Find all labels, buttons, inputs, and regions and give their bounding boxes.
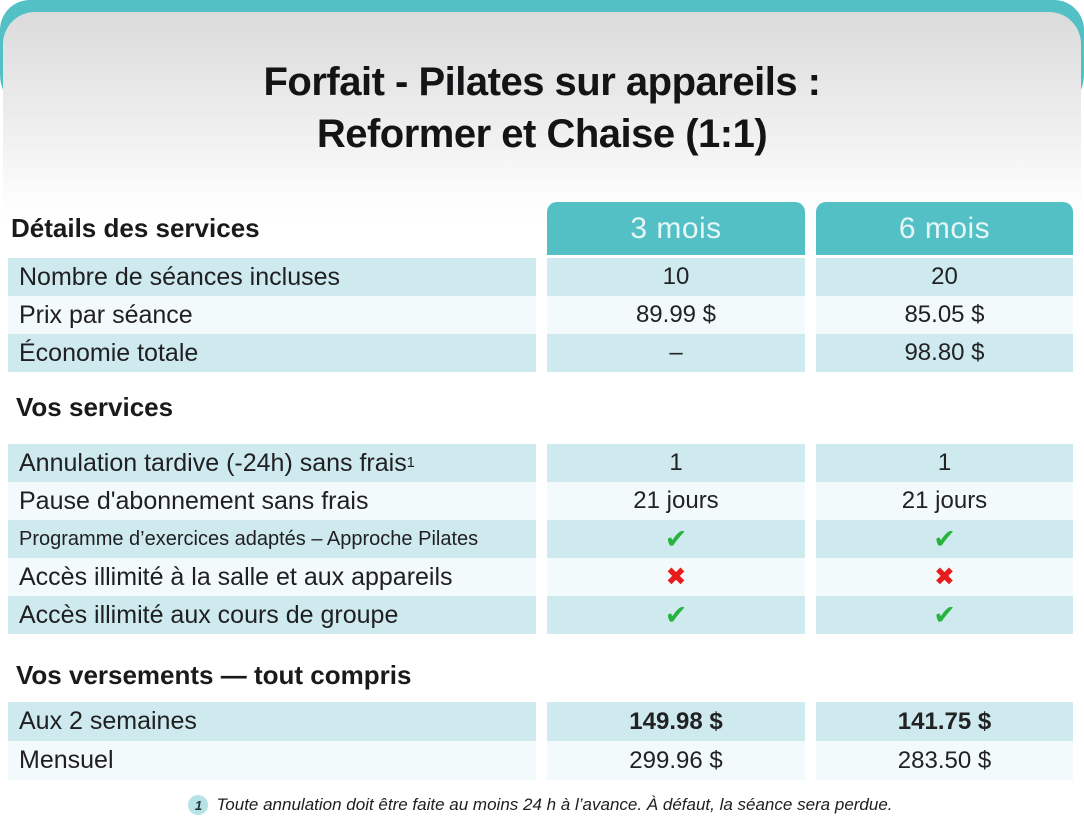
page-title: Forfait - Pilates sur appareils : Reforme… — [13, 56, 1071, 160]
row-label: Pause d'abonnement sans frais — [8, 482, 536, 520]
row-value: ✔ — [816, 596, 1073, 634]
check-icon: ✔ — [933, 523, 956, 554]
row-value: 149.98 $ — [547, 702, 805, 741]
row-value: ✖ — [547, 558, 805, 596]
section-vos-versements: Aux 2 semaines 149.98 $ 141.75 $ Mensuel… — [8, 702, 1073, 780]
row-value: 98.80 $ — [816, 334, 1073, 372]
row-label: Nombre de séances incluses — [8, 258, 536, 296]
footnote-number-badge: 1 — [188, 795, 209, 815]
row-label: Programme d’exercices adaptés – Approche… — [8, 520, 536, 558]
row-label: Prix par séance — [8, 296, 536, 334]
row-value: 21 jours — [816, 482, 1073, 520]
section-heading-details: Détails des services — [11, 213, 260, 243]
row-label-text: Annulation tardive (-24h) sans frais — [19, 448, 407, 477]
section-details-des-services: Détails des services 3 mois 6 mois Nombr… — [8, 202, 1073, 372]
row-value: 1 — [816, 444, 1073, 482]
row-label: Aux 2 semaines — [8, 702, 536, 741]
row-value: 85.05 $ — [816, 296, 1073, 334]
check-icon: ✔ — [933, 599, 956, 630]
row-value: ✔ — [547, 596, 805, 634]
row-value: 89.99 $ — [547, 296, 805, 334]
section-vos-services: Annulation tardive (-24h) sans frais 1 1 … — [8, 444, 1073, 634]
row-label: Accès illimité à la salle et aux apparei… — [8, 558, 536, 596]
pricing-card: Forfait - Pilates sur appareils : Reforme… — [3, 12, 1081, 822]
row-value: ✔ — [547, 520, 805, 558]
page-title-line2: Reformer et Chaise (1:1) — [316, 112, 768, 156]
cross-icon: ✖ — [934, 563, 955, 591]
row-value: ✔ — [816, 520, 1073, 558]
row-label: Mensuel — [8, 741, 536, 780]
column-header-6-mois: 6 mois — [816, 202, 1073, 255]
page-title-line1: Forfait - Pilates sur appareils : — [263, 60, 822, 104]
row-label: Économie totale — [8, 334, 536, 372]
check-icon: ✔ — [664, 523, 688, 554]
footnote: 1 Toute annulation doit être faite au mo… — [8, 795, 1073, 815]
row-value: ✖ — [816, 558, 1073, 596]
column-header-3-mois: 3 mois — [547, 202, 805, 255]
section-heading-vos-versements: Vos versements — tout compris — [16, 660, 412, 690]
cross-icon: ✖ — [665, 563, 687, 591]
row-value: 141.75 $ — [816, 702, 1073, 741]
row-label: Annulation tardive (-24h) sans frais 1 — [8, 444, 536, 482]
check-icon: ✔ — [664, 599, 688, 630]
section-heading-vos-services: Vos services — [16, 392, 174, 422]
row-value: 299.96 $ — [547, 741, 805, 780]
row-value: 21 jours — [547, 482, 805, 520]
footnote-text: Toute annulation doit être faite au moin… — [216, 795, 893, 814]
row-value: 10 — [547, 258, 805, 296]
pricing-table: Détails des services 3 mois 6 mois Nombr… — [3, 202, 1081, 815]
row-value: – — [547, 334, 805, 372]
row-value: 20 — [816, 258, 1073, 296]
row-label: Accès illimité aux cours de groupe — [8, 596, 536, 634]
row-value: 1 — [547, 444, 805, 482]
row-value: 283.50 $ — [816, 741, 1073, 780]
